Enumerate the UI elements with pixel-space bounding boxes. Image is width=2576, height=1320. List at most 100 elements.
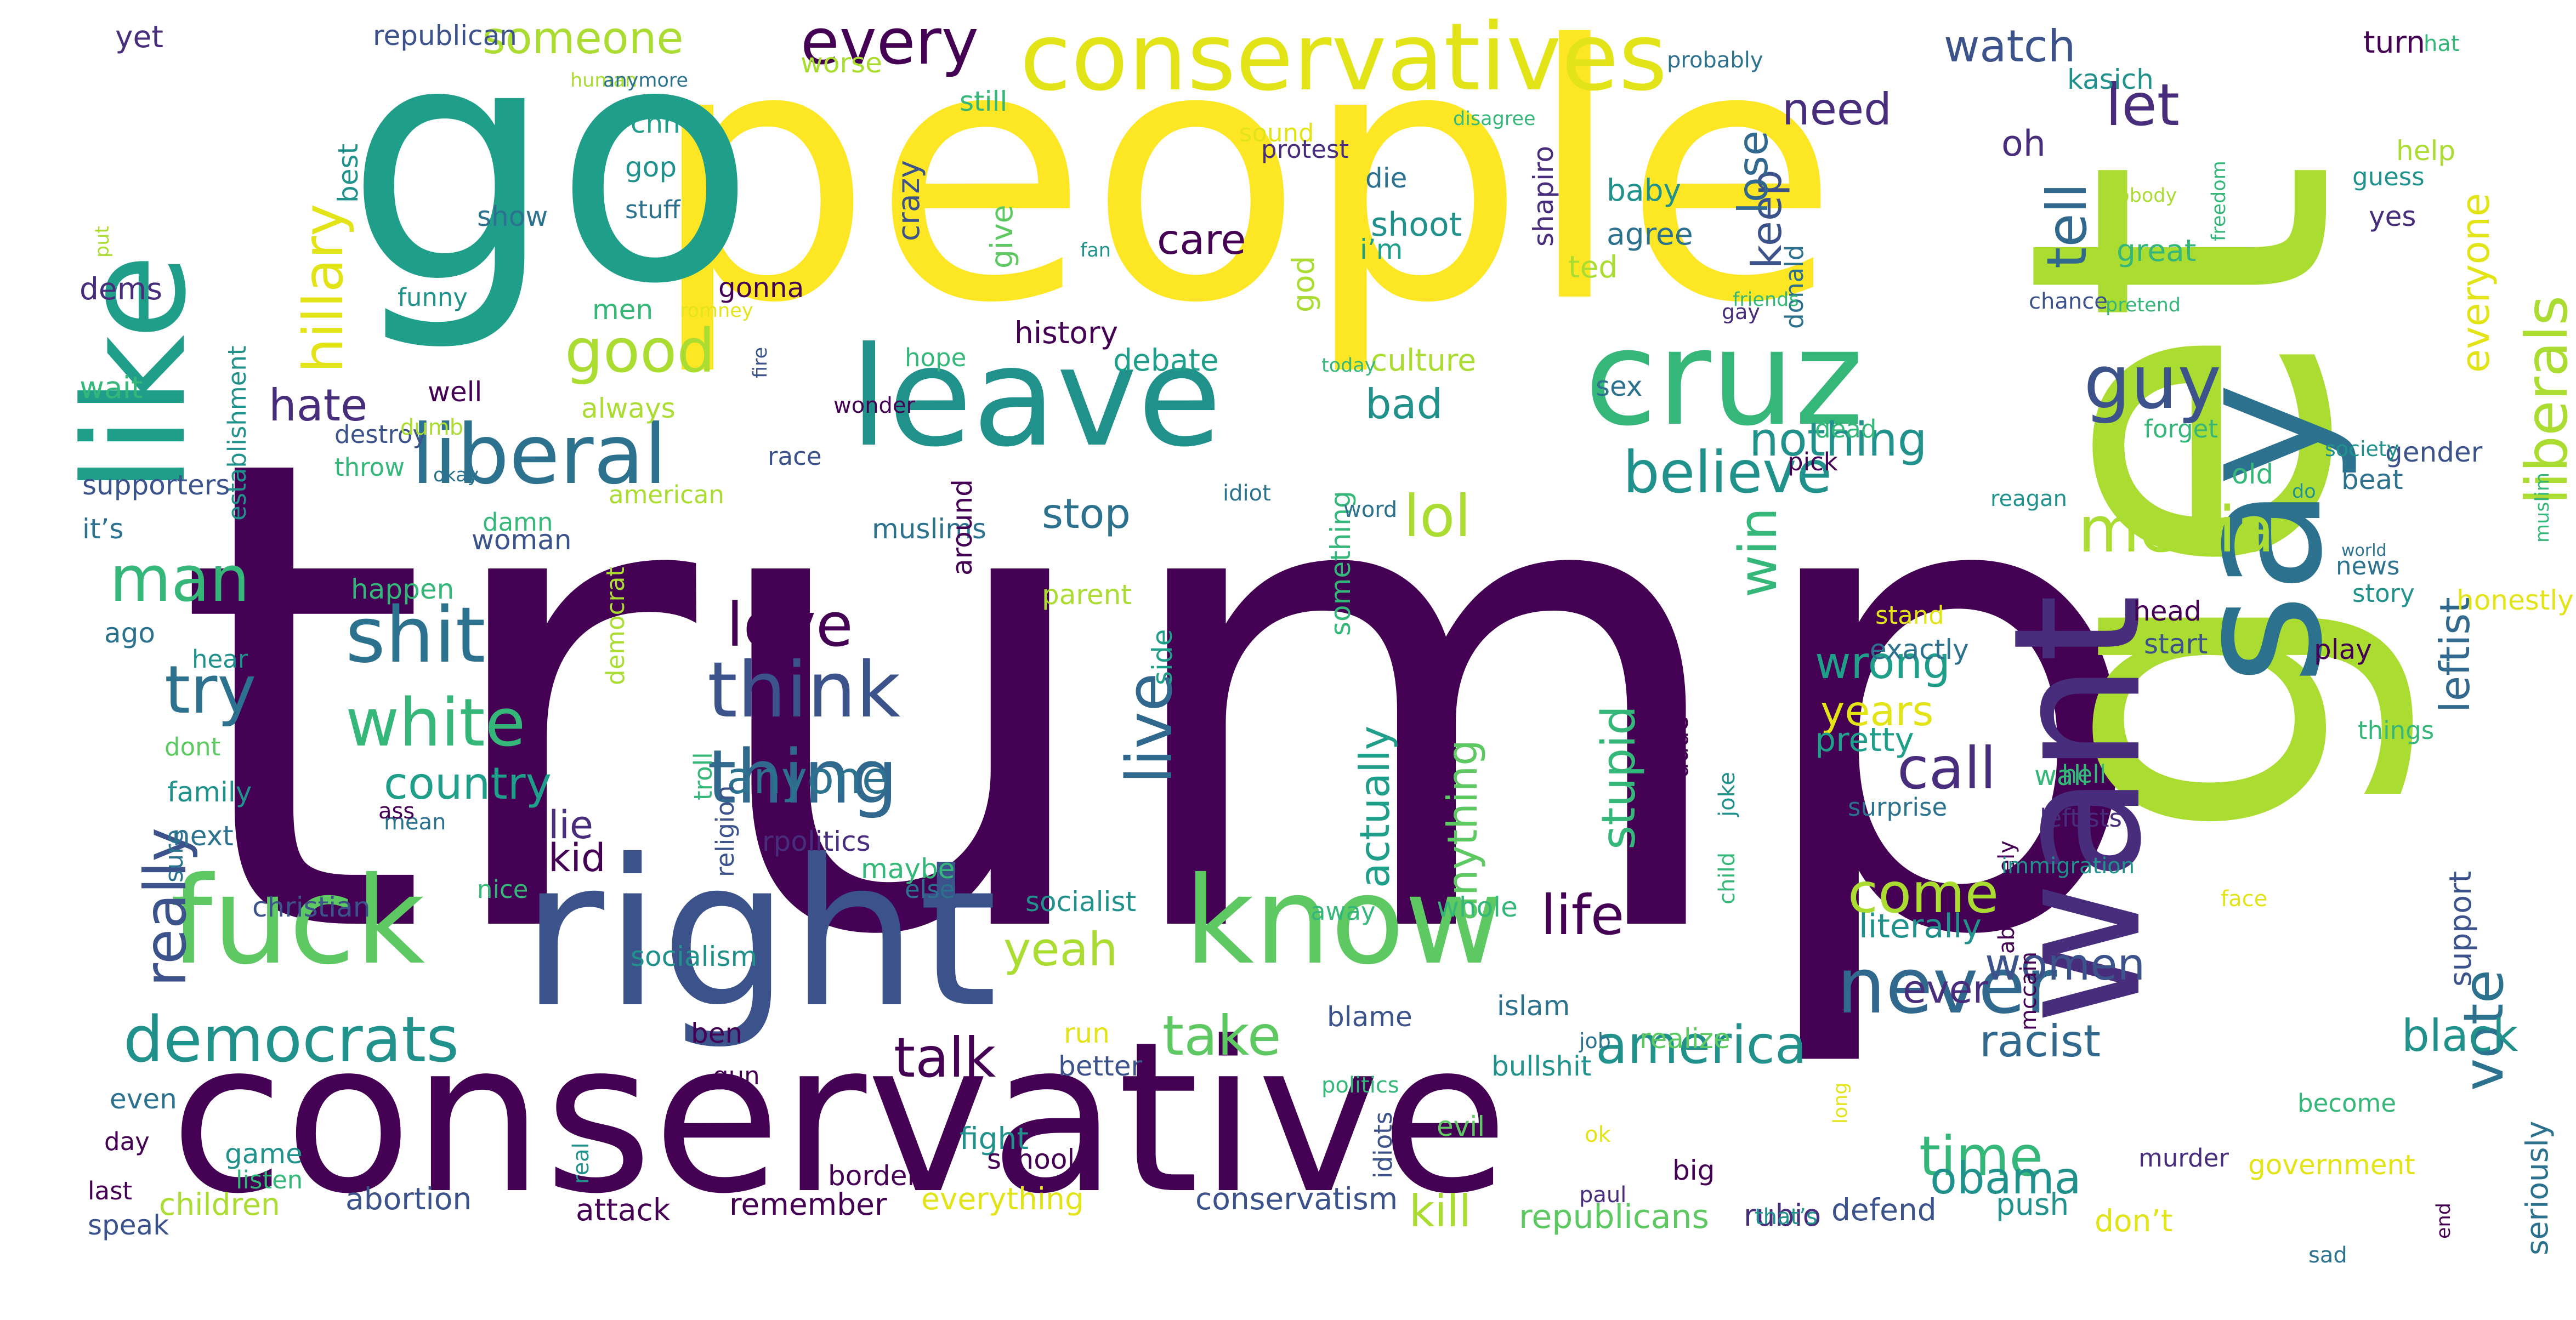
cloud-word: history bbox=[1014, 315, 1119, 350]
cloud-word: things bbox=[2358, 716, 2435, 745]
cloud-word: side bbox=[1147, 629, 1178, 685]
cloud-word: next bbox=[173, 820, 234, 852]
cloud-word: kasich bbox=[2067, 64, 2154, 95]
cloud-word: shoot bbox=[1371, 206, 1462, 244]
cloud-word: head bbox=[2133, 595, 2201, 627]
cloud-word: support bbox=[2443, 870, 2478, 987]
cloud-word: gun bbox=[713, 1061, 760, 1090]
cloud-word: that’s bbox=[1755, 1204, 1818, 1230]
cloud-word: abortion bbox=[345, 1181, 472, 1216]
cloud-word: great bbox=[2117, 233, 2197, 268]
cloud-word: stuff bbox=[625, 195, 680, 224]
cloud-word: whole bbox=[1437, 891, 1518, 923]
cloud-word: literally bbox=[1859, 907, 1982, 946]
cloud-word: let bbox=[2106, 72, 2180, 139]
cloud-word: religion bbox=[711, 785, 740, 877]
cloud-word: family bbox=[167, 776, 252, 808]
cloud-word: care bbox=[1157, 215, 1246, 264]
cloud-word: dead bbox=[1815, 414, 1877, 443]
cloud-word: kill bbox=[1409, 1186, 1472, 1237]
cloud-word: rpolitics bbox=[762, 826, 871, 857]
cloud-word: fuck bbox=[170, 851, 425, 991]
cloud-word: evil bbox=[1437, 1111, 1485, 1142]
cloud-word: hope bbox=[905, 343, 967, 372]
cloud-word: republican bbox=[373, 20, 517, 52]
cloud-word: dems bbox=[80, 271, 162, 306]
cloud-word: american bbox=[609, 480, 724, 509]
cloud-word: away bbox=[1310, 897, 1376, 926]
cloud-word: parent bbox=[1042, 579, 1132, 611]
cloud-word: murder bbox=[2138, 1143, 2229, 1173]
cloud-word: media bbox=[2078, 493, 2275, 567]
cloud-word: better bbox=[1058, 1050, 1143, 1082]
cloud-word: blame bbox=[1327, 1001, 1412, 1033]
cloud-word: realize bbox=[1639, 1023, 1730, 1055]
cloud-word: sound bbox=[1239, 118, 1314, 147]
cloud-word: man bbox=[110, 543, 250, 616]
cloud-word: fire bbox=[750, 346, 771, 378]
cloud-word: wonder bbox=[833, 393, 915, 418]
cloud-word: actually bbox=[1351, 725, 1399, 888]
cloud-word: world bbox=[2341, 541, 2387, 560]
cloud-word: i’m bbox=[1360, 234, 1403, 265]
cloud-word: white bbox=[345, 685, 526, 761]
cloud-word: muslims bbox=[872, 513, 986, 545]
cloud-word: forget bbox=[2144, 414, 2218, 443]
cloud-word: child bbox=[1715, 852, 1740, 904]
cloud-word: society bbox=[2325, 437, 2399, 461]
cloud-word: wrong bbox=[1815, 638, 1950, 689]
cloud-word: pretend bbox=[2106, 294, 2181, 316]
cloud-word: racist bbox=[1979, 1016, 2101, 1067]
cloud-word: men bbox=[592, 294, 654, 326]
cloud-word: conservatives bbox=[1020, 3, 1667, 112]
cloud-word: never bbox=[1837, 942, 2057, 1031]
cloud-word: show bbox=[477, 201, 548, 232]
cloud-word: bullshit bbox=[1491, 1050, 1592, 1082]
cloud-word: attack bbox=[576, 1192, 671, 1227]
cloud-word: protest bbox=[1261, 135, 1349, 164]
cloud-word: exactly bbox=[1870, 634, 1969, 665]
cloud-word: mccain bbox=[2016, 952, 2041, 1031]
cloud-word: anymore bbox=[603, 70, 689, 92]
cloud-word: gonna bbox=[718, 272, 804, 304]
cloud-word: need bbox=[1782, 84, 1892, 135]
cloud-word: tell bbox=[2035, 183, 2099, 269]
cloud-word: even bbox=[110, 1083, 177, 1115]
cloud-word: wall bbox=[2034, 760, 2089, 792]
cloud-word: nobody bbox=[2106, 185, 2177, 207]
cloud-word: agree bbox=[1607, 217, 1693, 252]
cloud-word: throw bbox=[334, 453, 405, 482]
cloud-word: yet bbox=[115, 19, 163, 54]
cloud-word: conservative bbox=[170, 997, 1509, 1239]
cloud-word: nice bbox=[477, 875, 529, 904]
cloud-word: children bbox=[159, 1187, 280, 1222]
cloud-word: years bbox=[1820, 687, 1934, 735]
cloud-word: else bbox=[905, 875, 955, 904]
cloud-word: trump bbox=[174, 321, 2154, 1077]
cloud-word: try bbox=[164, 652, 257, 729]
cloud-word: long bbox=[1830, 1082, 1852, 1124]
cloud-word: big bbox=[1672, 1154, 1715, 1186]
cloud-word: government bbox=[2248, 1149, 2415, 1181]
cloud-word: nothing bbox=[1749, 413, 1927, 467]
cloud-word: republicans bbox=[1519, 1198, 1709, 1236]
cloud-word: obama bbox=[1930, 1153, 2081, 1204]
cloud-word: start bbox=[2144, 628, 2208, 660]
cloud-word: cruz bbox=[1585, 301, 1864, 455]
cloud-word: give bbox=[984, 204, 1019, 269]
cloud-word: lie bbox=[548, 803, 593, 847]
cloud-word: oh bbox=[2001, 123, 2046, 164]
cloud-word: muslim bbox=[2532, 472, 2554, 543]
cloud-word: socialism bbox=[631, 941, 758, 972]
cloud-word: mean bbox=[384, 810, 446, 835]
cloud-word: help bbox=[2396, 135, 2456, 167]
cloud-word: fight bbox=[960, 1121, 1029, 1156]
cloud-word: talk bbox=[894, 1026, 996, 1090]
cloud-word: surprise bbox=[1848, 793, 1948, 822]
cloud-word: turn bbox=[2363, 25, 2425, 60]
cloud-word: believe bbox=[1623, 439, 1832, 506]
cloud-word: paul bbox=[1579, 1182, 1627, 1208]
cloud-word: anyone bbox=[727, 753, 889, 804]
cloud-word: listen bbox=[236, 1165, 303, 1194]
cloud-word: day bbox=[104, 1127, 150, 1156]
